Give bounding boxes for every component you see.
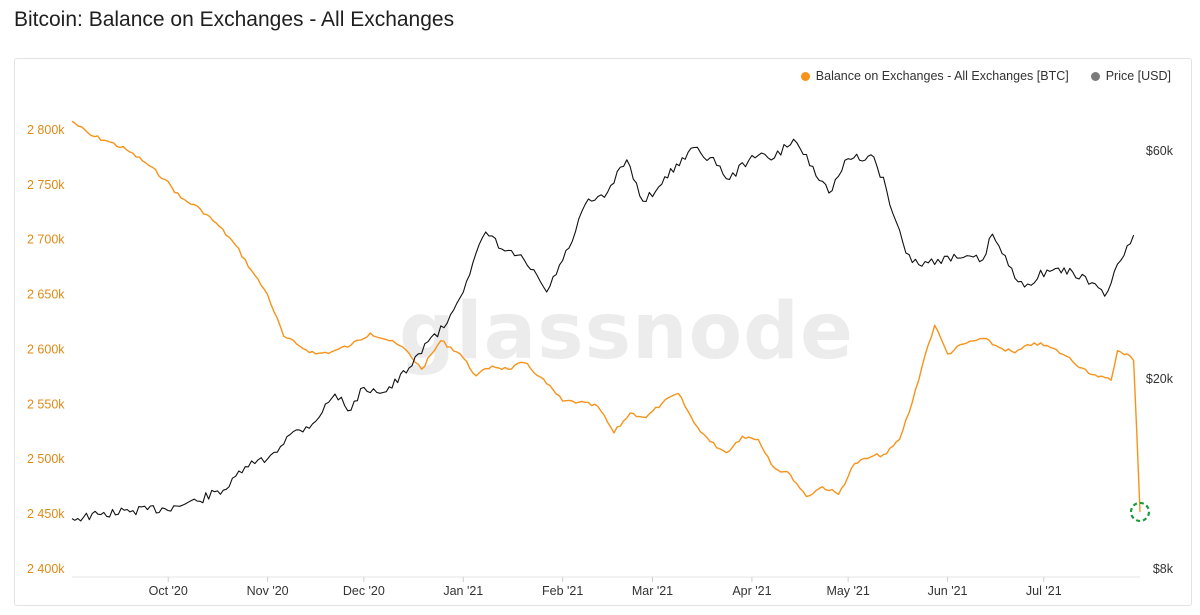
chart-plot: 2 800k 2 750k 2 700k 2 650k 2 600k 2 550k 2 50… (27, 120, 1174, 598)
x-tick-label: Jun '21 (928, 584, 968, 598)
y-left-tick-label: 2 650k (27, 288, 65, 302)
series-line-balance (71, 120, 1141, 512)
legend-swatch-price (1090, 71, 1100, 81)
legend-swatch-balance (800, 71, 810, 81)
x-tick-label: Mar '21 (632, 584, 673, 598)
legend-item-price[interactable]: Price [USD] (1090, 69, 1171, 83)
y-left-tick-label: 2 400k (27, 562, 65, 576)
y-right-tick-label: $20k (1146, 372, 1174, 386)
y-left-tick-label: 2 700k (27, 233, 65, 247)
chart-frame: Balance on Exchanges - All Exchanges [BT… (14, 58, 1192, 606)
y-left-tick-label: 2 550k (27, 397, 65, 411)
annotation-circle-marker (1129, 501, 1151, 523)
page-title: Bitcoin: Balance on Exchanges - All Exch… (14, 8, 455, 31)
series-line-price (71, 138, 1135, 522)
legend-label-price: Price [USD] (1105, 69, 1171, 83)
x-tick-label: Apr '21 (732, 584, 771, 598)
x-tick-label: Feb '21 (542, 584, 583, 598)
x-tick-label: Oct '20 (149, 584, 188, 598)
y-left-tick-label: 2 750k (27, 178, 65, 192)
legend-item-balance[interactable]: Balance on Exchanges - All Exchanges [BT… (800, 69, 1069, 83)
y-right-tick-label: $60k (1146, 144, 1174, 158)
x-tick-label: May '21 (826, 584, 869, 598)
y-left-tick-label: 2 450k (27, 507, 65, 521)
x-tick-label: Dec '20 (343, 584, 385, 598)
x-tick-label: Jul '21 (1026, 584, 1062, 598)
y-left-tick-label: 2 600k (27, 342, 65, 356)
watermark-logo: glassnode (399, 287, 854, 377)
x-tick-label: Nov '20 (247, 584, 289, 598)
y-left-tick-label: 2 500k (27, 452, 65, 466)
y-right-tick-label: $8k (1153, 562, 1174, 576)
chart-legend: Balance on Exchanges - All Exchanges [BT… (800, 69, 1171, 83)
y-left-tick-label: 2 800k (27, 123, 65, 137)
x-tick-label: Jan '21 (443, 584, 483, 598)
legend-label-balance: Balance on Exchanges - All Exchanges [BT… (815, 69, 1069, 83)
watermark-text: glassnode (399, 287, 854, 377)
